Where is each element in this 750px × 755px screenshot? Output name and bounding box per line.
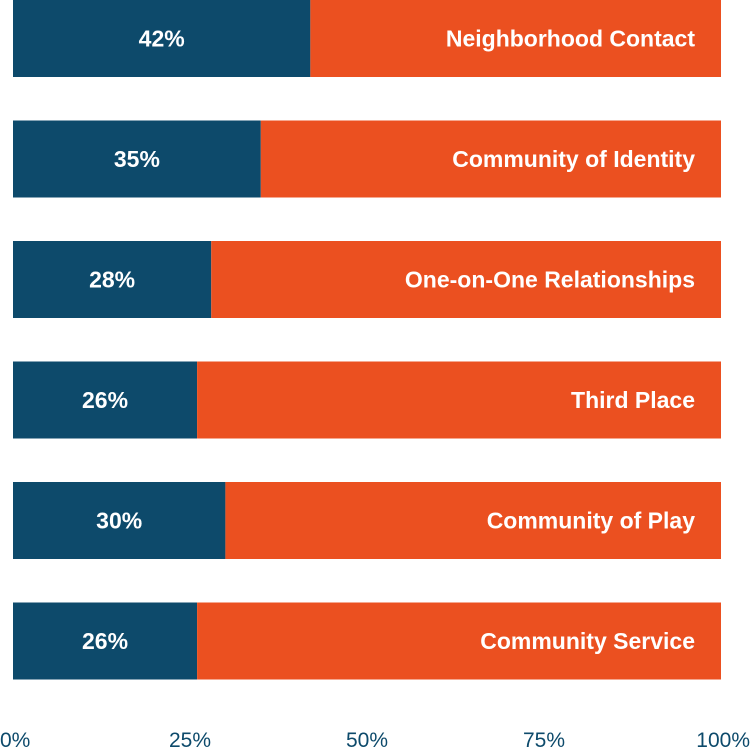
category-label: One-on-One Relationships [405, 267, 695, 293]
bar-row: 26% Community Service [13, 602, 721, 680]
category-label: Community of Play [487, 508, 696, 534]
bar-segment-remainder [197, 602, 721, 680]
x-tick-label: 25% [169, 729, 211, 752]
bar-segment-value [13, 120, 261, 198]
category-label: Neighborhood Contact [446, 26, 695, 52]
x-tick-label: 50% [346, 729, 388, 752]
bar-row: 42% Neighborhood Contact [13, 0, 721, 77]
bar-segment-value [13, 0, 311, 77]
data-label: 42% [139, 26, 185, 52]
bar-row: 30% Community of Play [13, 482, 721, 559]
bar-segment-value [13, 482, 226, 559]
bar-segment-remainder [260, 120, 721, 198]
category-label: Third Place [571, 387, 695, 413]
category-label: Community of Identity [452, 146, 695, 172]
data-label: 26% [82, 628, 128, 654]
bar-segment-remainder [225, 482, 721, 559]
bar-row: 26% Third Place [13, 361, 721, 439]
data-label: 35% [114, 146, 160, 172]
bar-segment-value [13, 602, 198, 680]
data-label: 26% [82, 387, 128, 413]
bar-segment-value [13, 241, 212, 318]
bar-segment-remainder [211, 241, 722, 318]
data-label: 28% [89, 267, 135, 293]
x-tick-label: 0% [0, 729, 30, 752]
x-tick-label: 100% [696, 729, 750, 752]
category-label: Community Service [480, 628, 695, 654]
bar-segment-remainder [197, 361, 721, 439]
data-label: 30% [96, 508, 142, 534]
bar-row: 35% Community of Identity [13, 120, 721, 198]
bar-segment-value [13, 361, 198, 439]
x-tick-label: 75% [523, 729, 565, 752]
bar-segment-remainder [310, 0, 721, 77]
bar-row: 28% One-on-One Relationships [13, 241, 722, 318]
